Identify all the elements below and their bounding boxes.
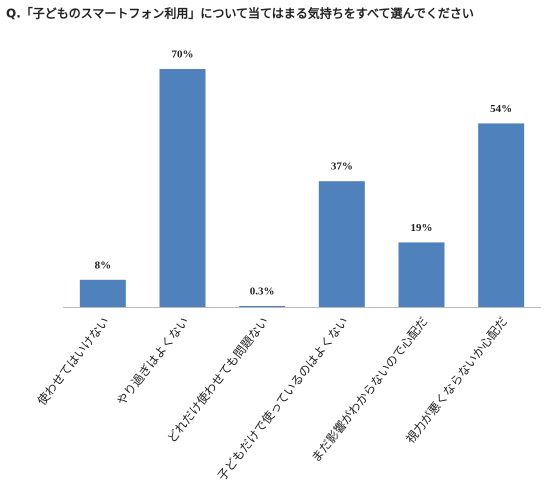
bar — [318, 181, 365, 307]
x-tick-label: 使わせてはいけない — [34, 314, 112, 408]
bar — [79, 279, 126, 307]
value-label: 37% — [331, 161, 353, 173]
x-tick-label: やり過ぎはよくない — [114, 314, 192, 408]
bar — [159, 69, 206, 307]
value-label: 54% — [490, 103, 512, 115]
value-label: 8% — [95, 259, 112, 271]
bar — [478, 123, 525, 308]
value-label: 70% — [172, 49, 194, 61]
value-label: 0.3% — [250, 286, 275, 298]
bar — [398, 242, 445, 307]
x-tick-label: 子どもだけで使っているのはよくない — [214, 314, 351, 483]
value-label: 19% — [411, 222, 433, 234]
chart-title: Q.「子どものスマートフォン利用」について当てはまる気持ちをすべて選んでください — [6, 6, 474, 21]
bar — [239, 305, 286, 307]
